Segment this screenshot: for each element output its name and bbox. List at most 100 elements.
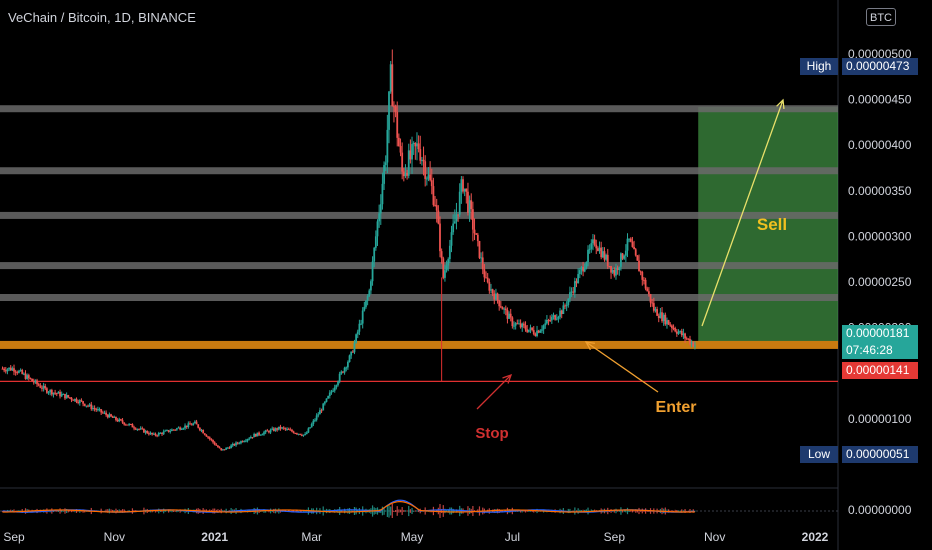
volume-bar [396,506,398,516]
candle [498,300,501,307]
volume-bar [579,509,581,513]
candle [98,409,101,411]
candle [467,191,469,213]
candle [26,375,29,379]
candle [448,245,451,260]
volume-bar [631,509,634,513]
candle [170,429,173,432]
candle [356,331,359,335]
volume-bar [70,509,73,513]
volume-bar [271,509,273,513]
volume-bar [626,507,629,515]
candle [90,404,93,409]
volume-bar [682,510,685,512]
candle [323,401,326,404]
volume-bar [223,510,226,512]
candle [194,421,196,424]
volume-bar [449,507,451,515]
candle [4,370,7,372]
candle [266,430,269,432]
candle [644,279,647,289]
candle [679,331,682,333]
volume-bar [74,509,76,513]
candle [503,308,506,310]
candle [161,432,163,435]
candle [205,434,208,437]
volume-bar [450,507,453,515]
volume-bar [168,509,170,513]
candle [212,439,214,443]
resistance-level [0,294,838,302]
candle [636,255,639,261]
enter-arrow [585,341,659,393]
candle [264,430,267,433]
candle [391,64,394,107]
candle [240,441,242,444]
candle [249,437,252,439]
candle [245,440,247,442]
candle [282,427,285,429]
volume-bar [621,509,624,513]
candle [674,328,677,332]
candle [54,392,57,394]
candle [92,408,94,410]
candle [577,274,580,284]
volume-bar [69,510,71,512]
candle [59,391,61,397]
volume-bar [386,505,388,517]
volume-bar [11,509,13,513]
candle [462,179,464,192]
candle [613,270,616,276]
candle [526,329,529,332]
candle [567,298,570,306]
candle [664,314,667,325]
y-tick-label: 0.00000000 [848,503,912,517]
candle [172,429,175,431]
countdown-label: 07:46:28 [846,343,893,357]
candle [478,240,481,258]
candle [531,327,534,331]
volume-bar [218,509,221,513]
candle [675,331,678,334]
candle [504,308,507,311]
y-tick-label: 0.00000350 [848,184,912,198]
y-tick-label: 0.00000400 [848,138,912,152]
y-tick-label: 0.00000300 [848,229,912,243]
candle [27,375,30,378]
candle [180,429,183,431]
candle [254,433,257,437]
volume-bar [215,509,217,513]
candle [666,320,668,325]
candle [62,393,65,395]
candle [235,442,237,446]
candle [388,91,390,130]
candle [393,106,395,108]
candle [93,408,96,410]
volume-bar [585,509,587,513]
candle [552,315,555,318]
candle [177,427,180,429]
candle [151,432,154,435]
volume-bar [62,510,64,512]
candle [580,267,583,271]
x-tick-label: Nov [704,530,725,544]
candle [514,323,517,326]
volume-bar [617,510,619,512]
candle [189,423,191,425]
candle [128,424,131,426]
candle [47,392,50,394]
candle [521,323,524,328]
candle [221,449,224,451]
candle [184,425,186,429]
candle [501,307,504,310]
candle [534,334,537,337]
candle [389,64,392,92]
candle [29,377,32,379]
candle [379,204,382,214]
currency-badge[interactable]: BTC [866,8,896,26]
candle [672,327,675,329]
candle [210,438,213,440]
candle [3,368,6,371]
candle [583,267,586,272]
